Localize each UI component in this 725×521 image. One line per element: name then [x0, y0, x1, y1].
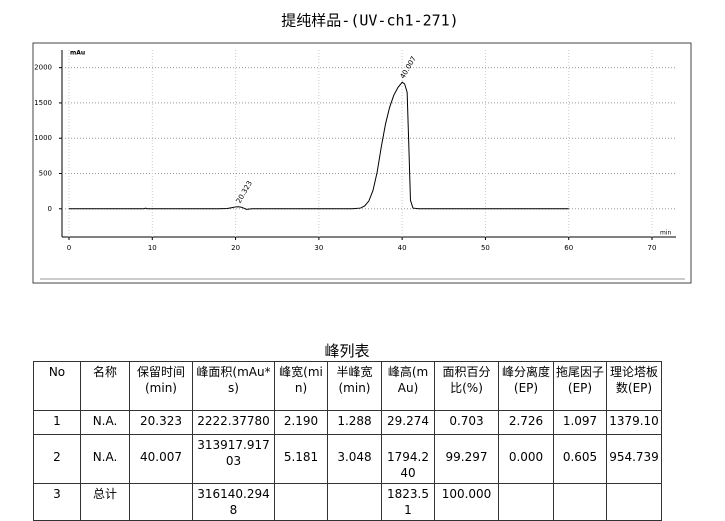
cell: 40.007	[129, 434, 193, 484]
empty-cell	[498, 483, 554, 521]
x-tick-label: 0	[67, 244, 71, 252]
cell: 总计	[80, 483, 130, 521]
y-tick-label: 500	[39, 169, 52, 177]
header-cell: 半峰宽(min)	[327, 361, 382, 411]
header-cell: 峰高(mAu)	[381, 361, 435, 411]
cell: 1	[33, 410, 81, 435]
x-tick-label: 40	[398, 244, 407, 252]
header-cell: 保留时间(min)	[129, 361, 193, 411]
cell: 20.323	[129, 410, 193, 435]
cell: 2.190	[274, 410, 328, 435]
x-tick-label: 70	[648, 244, 657, 252]
cell: 99.297	[434, 434, 499, 484]
cell: 2	[33, 434, 81, 484]
empty-cell	[327, 483, 382, 521]
header-row: No 名称 保留时间(min) 峰面积(mAu*s) 峰宽(min) 半峰宽(min) 峰高…	[33, 361, 662, 411]
x-axis-label: min	[660, 230, 672, 237]
cell: 2222.37780	[192, 410, 275, 435]
header-cell: 拖尾因子(EP)	[553, 361, 607, 411]
cell: 1.097	[553, 410, 607, 435]
header-cell: 峰分离度(EP)	[498, 361, 554, 411]
x-tick-label: 30	[314, 244, 323, 252]
header-cell: 理论塔板数(EP)	[606, 361, 662, 411]
chart-frame	[32, 42, 692, 284]
table-row: 1 N.A. 20.323 2222.37780 2.190 1.288 29.274 0.7…	[33, 410, 662, 435]
header-cell: 峰面积(mAu*s)	[192, 361, 275, 411]
cell: N.A.	[80, 434, 130, 484]
chart: 提纯样品-(UV-ch1-271) mAu min 05001000150020…	[32, 12, 692, 284]
y-axis-label: mAu	[70, 50, 85, 57]
y-tick-label: 2000	[34, 64, 52, 72]
header-cell: 名称	[80, 361, 130, 411]
peak-label: 20.323	[235, 179, 254, 204]
cell: 1794.240	[381, 434, 435, 484]
table-row: 3 总计 316140.2948 1823.51 100.000	[33, 483, 662, 521]
y-tick-label: 1500	[34, 99, 52, 107]
cell: 3	[33, 483, 81, 521]
x-tick-label: 50	[481, 244, 490, 252]
empty-cell	[274, 483, 328, 521]
cell: 313917.91703	[192, 434, 275, 484]
cell: 100.000	[434, 483, 499, 521]
chart-title: 提纯样品-(UV-ch1-271)	[281, 12, 458, 30]
cell: 954.739	[606, 434, 662, 484]
empty-cell	[129, 483, 193, 521]
cell: 1823.51	[381, 483, 435, 521]
header-cell: No	[33, 361, 81, 411]
empty-cell	[553, 483, 607, 521]
table-row: 2 N.A. 40.007 313917.91703 5.181 3.048 1794.24…	[33, 434, 662, 484]
cell: 29.274	[381, 410, 435, 435]
header-cell: 峰宽(min)	[274, 361, 328, 411]
cell: 0.605	[553, 434, 607, 484]
x-tick-label: 20	[231, 244, 240, 252]
cell: 0.703	[434, 410, 499, 435]
data-line	[69, 81, 569, 210]
table-title: 峰列表	[324, 342, 370, 360]
cell: 2.726	[498, 410, 554, 435]
x-tick-label: 10	[148, 244, 157, 252]
cell: 3.048	[327, 434, 382, 484]
cell: 1379.10	[606, 410, 662, 435]
cell: 1.288	[327, 410, 382, 435]
cell: 0.000	[498, 434, 554, 484]
cell: 316140.2948	[192, 483, 275, 521]
peak-table: No 名称 保留时间(min) 峰面积(mAu*s) 峰宽(min) 半峰宽(min) 峰高…	[33, 361, 662, 521]
empty-cell	[606, 483, 662, 521]
header-cell: 面积百分比(%)	[434, 361, 499, 411]
x-tick-label: 60	[564, 244, 573, 252]
cell: 5.181	[274, 434, 328, 484]
cell: N.A.	[80, 410, 130, 435]
y-tick-label: 0	[48, 205, 52, 213]
y-tick-label: 1000	[34, 134, 52, 142]
